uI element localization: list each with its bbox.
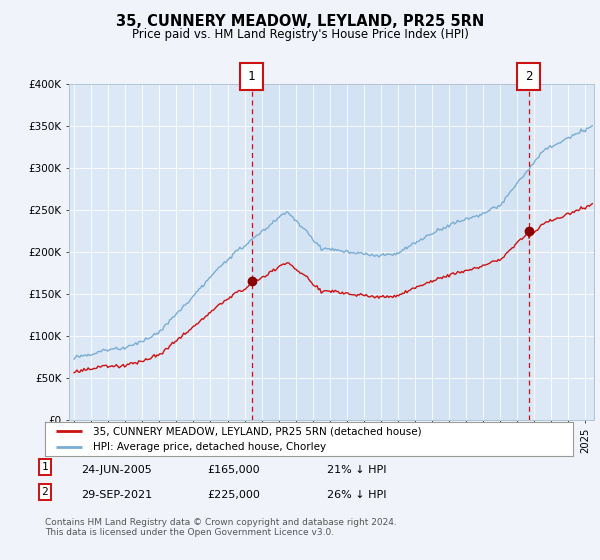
Text: HPI: Average price, detached house, Chorley: HPI: Average price, detached house, Chor…: [92, 442, 326, 452]
Text: 35, CUNNERY MEADOW, LEYLAND, PR25 5RN: 35, CUNNERY MEADOW, LEYLAND, PR25 5RN: [116, 14, 484, 29]
Text: 2: 2: [525, 70, 532, 83]
Text: 24-JUN-2005: 24-JUN-2005: [81, 465, 152, 475]
Text: 1: 1: [41, 462, 49, 472]
Text: 35, CUNNERY MEADOW, LEYLAND, PR25 5RN (detached house): 35, CUNNERY MEADOW, LEYLAND, PR25 5RN (d…: [92, 426, 421, 436]
Text: 29-SEP-2021: 29-SEP-2021: [81, 490, 152, 500]
Bar: [251, 84, 529, 420]
Text: 1: 1: [248, 70, 256, 83]
Text: Contains HM Land Registry data © Crown copyright and database right 2024.
This d: Contains HM Land Registry data © Crown c…: [45, 518, 397, 538]
Text: £165,000: £165,000: [207, 465, 260, 475]
Text: Price paid vs. HM Land Registry's House Price Index (HPI): Price paid vs. HM Land Registry's House …: [131, 28, 469, 41]
Text: 21% ↓ HPI: 21% ↓ HPI: [327, 465, 386, 475]
Text: 2: 2: [41, 487, 49, 497]
Text: £225,000: £225,000: [207, 490, 260, 500]
Text: 26% ↓ HPI: 26% ↓ HPI: [327, 490, 386, 500]
